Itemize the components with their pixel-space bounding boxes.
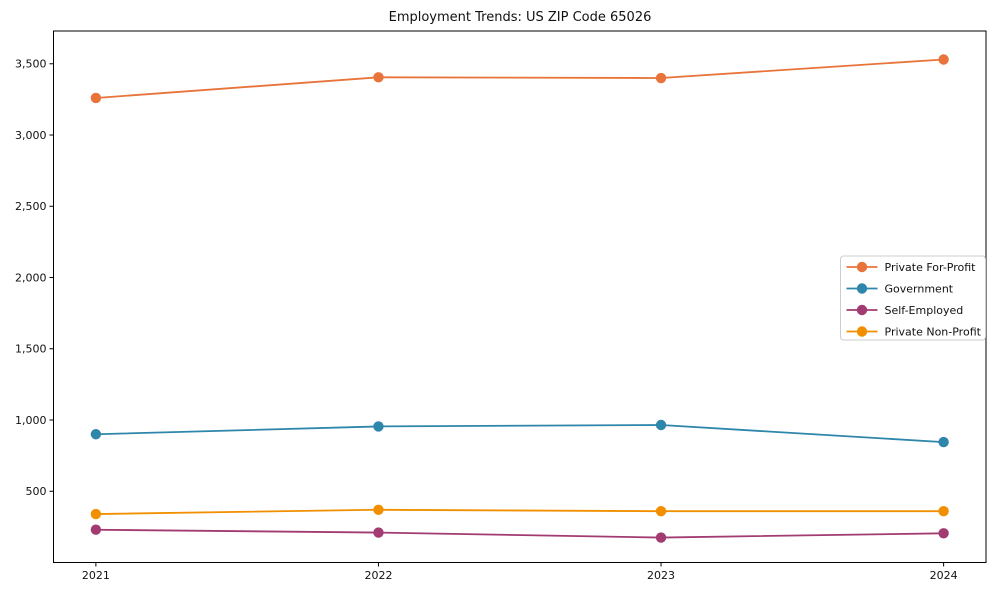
x-axis-tick-label: 2024 xyxy=(930,569,958,582)
legend: Private For-Profit Government Self-Employe… xyxy=(840,255,986,341)
data-point-government xyxy=(373,421,384,432)
legend-marker-government xyxy=(856,283,868,294)
data-point-self-employed xyxy=(90,524,102,535)
legend-label-private-for-profit: Private For-Profit xyxy=(885,261,977,274)
legend-marker-private-non-profit xyxy=(856,326,868,337)
legend-label-self-employed: Self-Employed xyxy=(885,304,964,317)
legend-marker-self-employed xyxy=(856,304,868,316)
y-axis-tick-label: 500 xyxy=(26,485,47,498)
x-axis-tick-label: 2022 xyxy=(364,569,392,582)
data-point-private-non-profit xyxy=(655,506,667,517)
data-point-government xyxy=(938,436,949,448)
y-axis-tick-label: 3,000 xyxy=(15,129,47,142)
data-point-self-employed xyxy=(655,532,667,543)
data-point-private-for-profit xyxy=(373,72,384,83)
series-line-government xyxy=(95,424,944,443)
legend-box xyxy=(840,255,986,341)
legend-marker-private-for-profit xyxy=(856,261,868,273)
data-point-private-non-profit xyxy=(373,504,384,515)
data-point-private-non-profit xyxy=(938,506,949,517)
series-layer xyxy=(90,54,949,543)
data-point-private-for-profit xyxy=(655,72,667,84)
y-axis-tick-label: 2,000 xyxy=(15,271,47,284)
y-axis-tick-label: 1,500 xyxy=(15,343,47,356)
data-point-government xyxy=(655,419,667,431)
axes-layer: 500 1,000 1,500 2,000 2,500 3,000 3,500 2021 202… xyxy=(15,30,987,582)
data-point-private-for-profit xyxy=(90,92,102,104)
data-point-government xyxy=(90,429,102,440)
y-axis-tick-label: 2,500 xyxy=(15,200,47,213)
data-point-private-non-profit xyxy=(90,508,102,520)
x-axis-tick-label: 2021 xyxy=(82,569,110,582)
data-point-self-employed xyxy=(938,528,949,539)
legend-label-private-non-profit: Private Non-Profit xyxy=(885,326,982,339)
y-axis-tick-label: 1,000 xyxy=(15,414,47,427)
y-axis-tick-label: 3,500 xyxy=(15,58,47,71)
series-line-self-employed xyxy=(95,528,944,539)
data-point-self-employed xyxy=(373,527,384,538)
data-point-private-for-profit xyxy=(938,54,949,65)
legend-label-government: Government xyxy=(885,283,954,296)
chart-title: Employment Trends: US ZIP Code 65026 xyxy=(389,10,652,25)
series-line-private-non-profit xyxy=(95,508,944,515)
x-axis-tick-label: 2023 xyxy=(647,569,675,582)
series-line-private-for-profit xyxy=(95,58,944,99)
